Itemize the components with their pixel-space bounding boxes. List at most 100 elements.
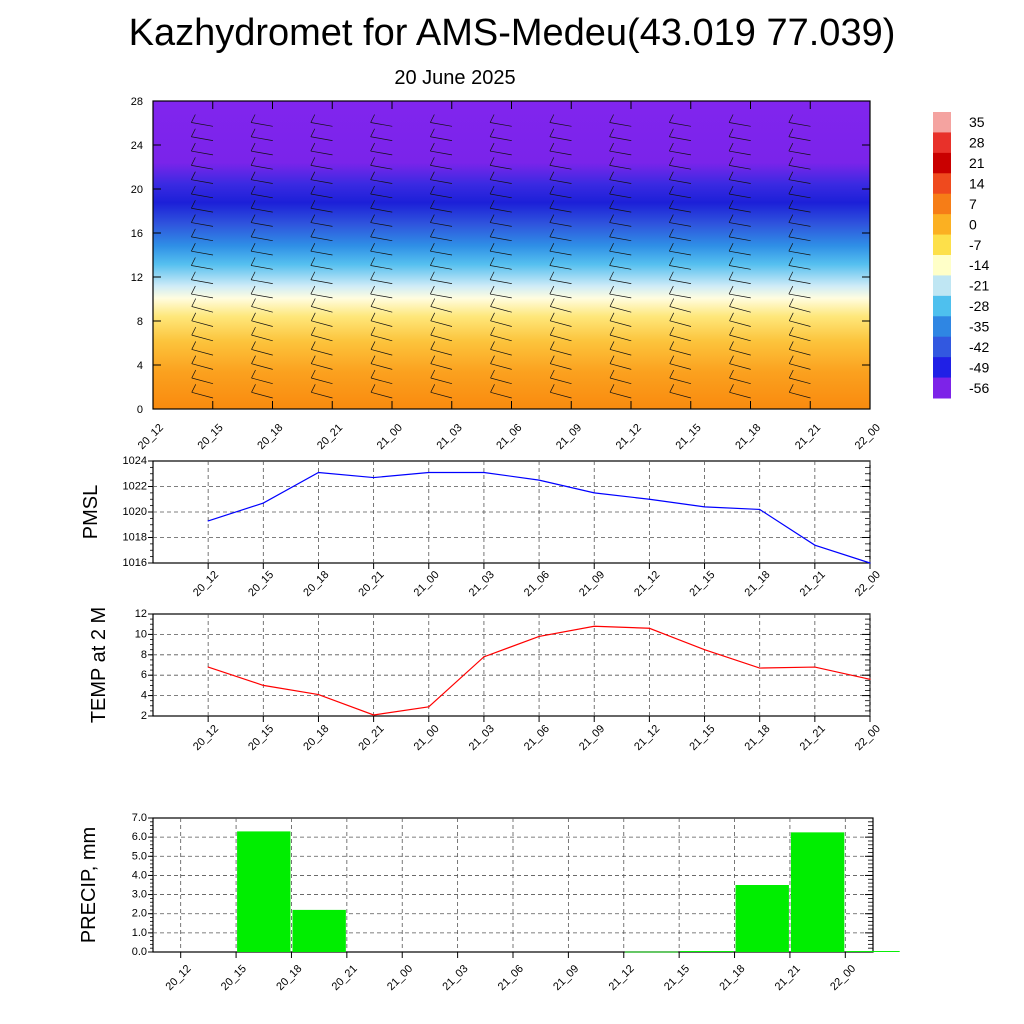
- wind-barb: [430, 114, 435, 123]
- wind-barb: [430, 179, 453, 184]
- wind-barb: [729, 165, 751, 170]
- x-tick-label: 22_00: [853, 723, 883, 753]
- x-tick-label: 21_15: [662, 963, 692, 993]
- wind-barb: [669, 257, 674, 266]
- wind-barb: [310, 128, 316, 137]
- data-point: [317, 471, 320, 474]
- colorbar-label: 7: [969, 196, 977, 212]
- wind-barb: [729, 136, 751, 141]
- wind-barb: [669, 207, 692, 213]
- x-tick-label: 21_12: [607, 963, 637, 993]
- y-tick-label: 16: [131, 228, 143, 240]
- x-tick-label: 21_21: [798, 723, 828, 753]
- wind-barb: [788, 257, 794, 266]
- wind-barb: [609, 207, 632, 213]
- wind-barb: [729, 193, 751, 199]
- wind-barb: [370, 185, 375, 195]
- wind-barb: [549, 200, 555, 209]
- wind-barb: [191, 193, 214, 199]
- wind-barb: [789, 391, 811, 399]
- wind-barb: [549, 257, 555, 266]
- wind-barb: [311, 334, 333, 342]
- wind-barb: [549, 298, 555, 307]
- wind-barb: [609, 363, 632, 370]
- wind-barb: [609, 236, 632, 242]
- wind-barb: [191, 320, 214, 327]
- wind-barb: [609, 179, 632, 184]
- wind-barb: [669, 200, 674, 209]
- wind-barb: [430, 320, 453, 327]
- wind-barb: [250, 157, 256, 166]
- data-point: [483, 471, 485, 474]
- wind-barb: [430, 214, 435, 223]
- wind-barb: [788, 271, 794, 280]
- wind-barb: [489, 285, 495, 295]
- wind-barb: [609, 306, 632, 313]
- x-tick-label: 21_12: [614, 422, 644, 452]
- wind-barb: [609, 228, 614, 238]
- wind-barb: [788, 326, 794, 336]
- wind-barb: [669, 363, 692, 370]
- wind-barb: [490, 293, 512, 299]
- wind-barb: [788, 265, 811, 270]
- wind-barb: [669, 377, 692, 385]
- y-axis-label: PMSL: [80, 485, 102, 539]
- wind-barb: [489, 185, 495, 195]
- y-tick-label: 0: [137, 404, 143, 416]
- wind-barb: [191, 306, 214, 313]
- wind-barb: [729, 334, 751, 342]
- wind-barb: [549, 165, 572, 170]
- data-point: [428, 471, 430, 474]
- y-axis-label: PRECIP, mm: [78, 827, 100, 943]
- wind-barb: [191, 243, 196, 252]
- wind-barb: [609, 185, 614, 195]
- x-tick-label: 21_03: [440, 963, 470, 993]
- wind-barb: [609, 312, 615, 321]
- wind-barb: [430, 243, 435, 252]
- wind-barb: [430, 185, 435, 195]
- wind-barb: [490, 250, 512, 256]
- wind-barb: [430, 355, 436, 364]
- wind-barb: [310, 236, 333, 242]
- wind-barb: [609, 122, 632, 127]
- wind-barb: [609, 243, 614, 252]
- wind-barb: [251, 236, 273, 242]
- wind-barb: [191, 285, 196, 295]
- wind-barb: [788, 355, 794, 364]
- wind-barb: [430, 369, 436, 379]
- wind-barb: [490, 236, 512, 242]
- wind-barb: [250, 285, 256, 295]
- wind-barb: [490, 341, 495, 350]
- wind-barb: [728, 200, 734, 209]
- wind-barb: [191, 214, 196, 223]
- colorbar-segment: [933, 214, 951, 236]
- data-point: [538, 635, 540, 638]
- wind-barb: [310, 228, 316, 238]
- data-point: [593, 625, 595, 627]
- x-tick-label: 21_00: [385, 963, 415, 993]
- x-tick-label: 21_00: [412, 723, 442, 753]
- wind-barb: [788, 171, 794, 180]
- wind-barb: [191, 236, 214, 242]
- wind-barb: [430, 279, 453, 284]
- wind-barb: [310, 326, 316, 336]
- wind-barb: [370, 334, 393, 342]
- wind-barb: [430, 349, 453, 356]
- wind-barb: [370, 257, 375, 266]
- data-point: [648, 627, 650, 629]
- wind-barb: [489, 128, 495, 137]
- wind-barb: [191, 391, 214, 399]
- wind-barb: [251, 363, 273, 370]
- wind-barb: [310, 369, 316, 379]
- wind-barb: [728, 243, 734, 252]
- x-tick-label: 21_03: [467, 569, 497, 599]
- wind-barb: [788, 279, 811, 284]
- wind-barb: [191, 142, 196, 152]
- x-tick-label: 21_15: [687, 723, 717, 753]
- wind-barb: [788, 185, 794, 195]
- wind-barb: [251, 384, 256, 393]
- wind-barb: [370, 236, 393, 242]
- wind-barb: [788, 122, 811, 127]
- wind-barb: [788, 179, 811, 184]
- wind-barb: [251, 349, 273, 356]
